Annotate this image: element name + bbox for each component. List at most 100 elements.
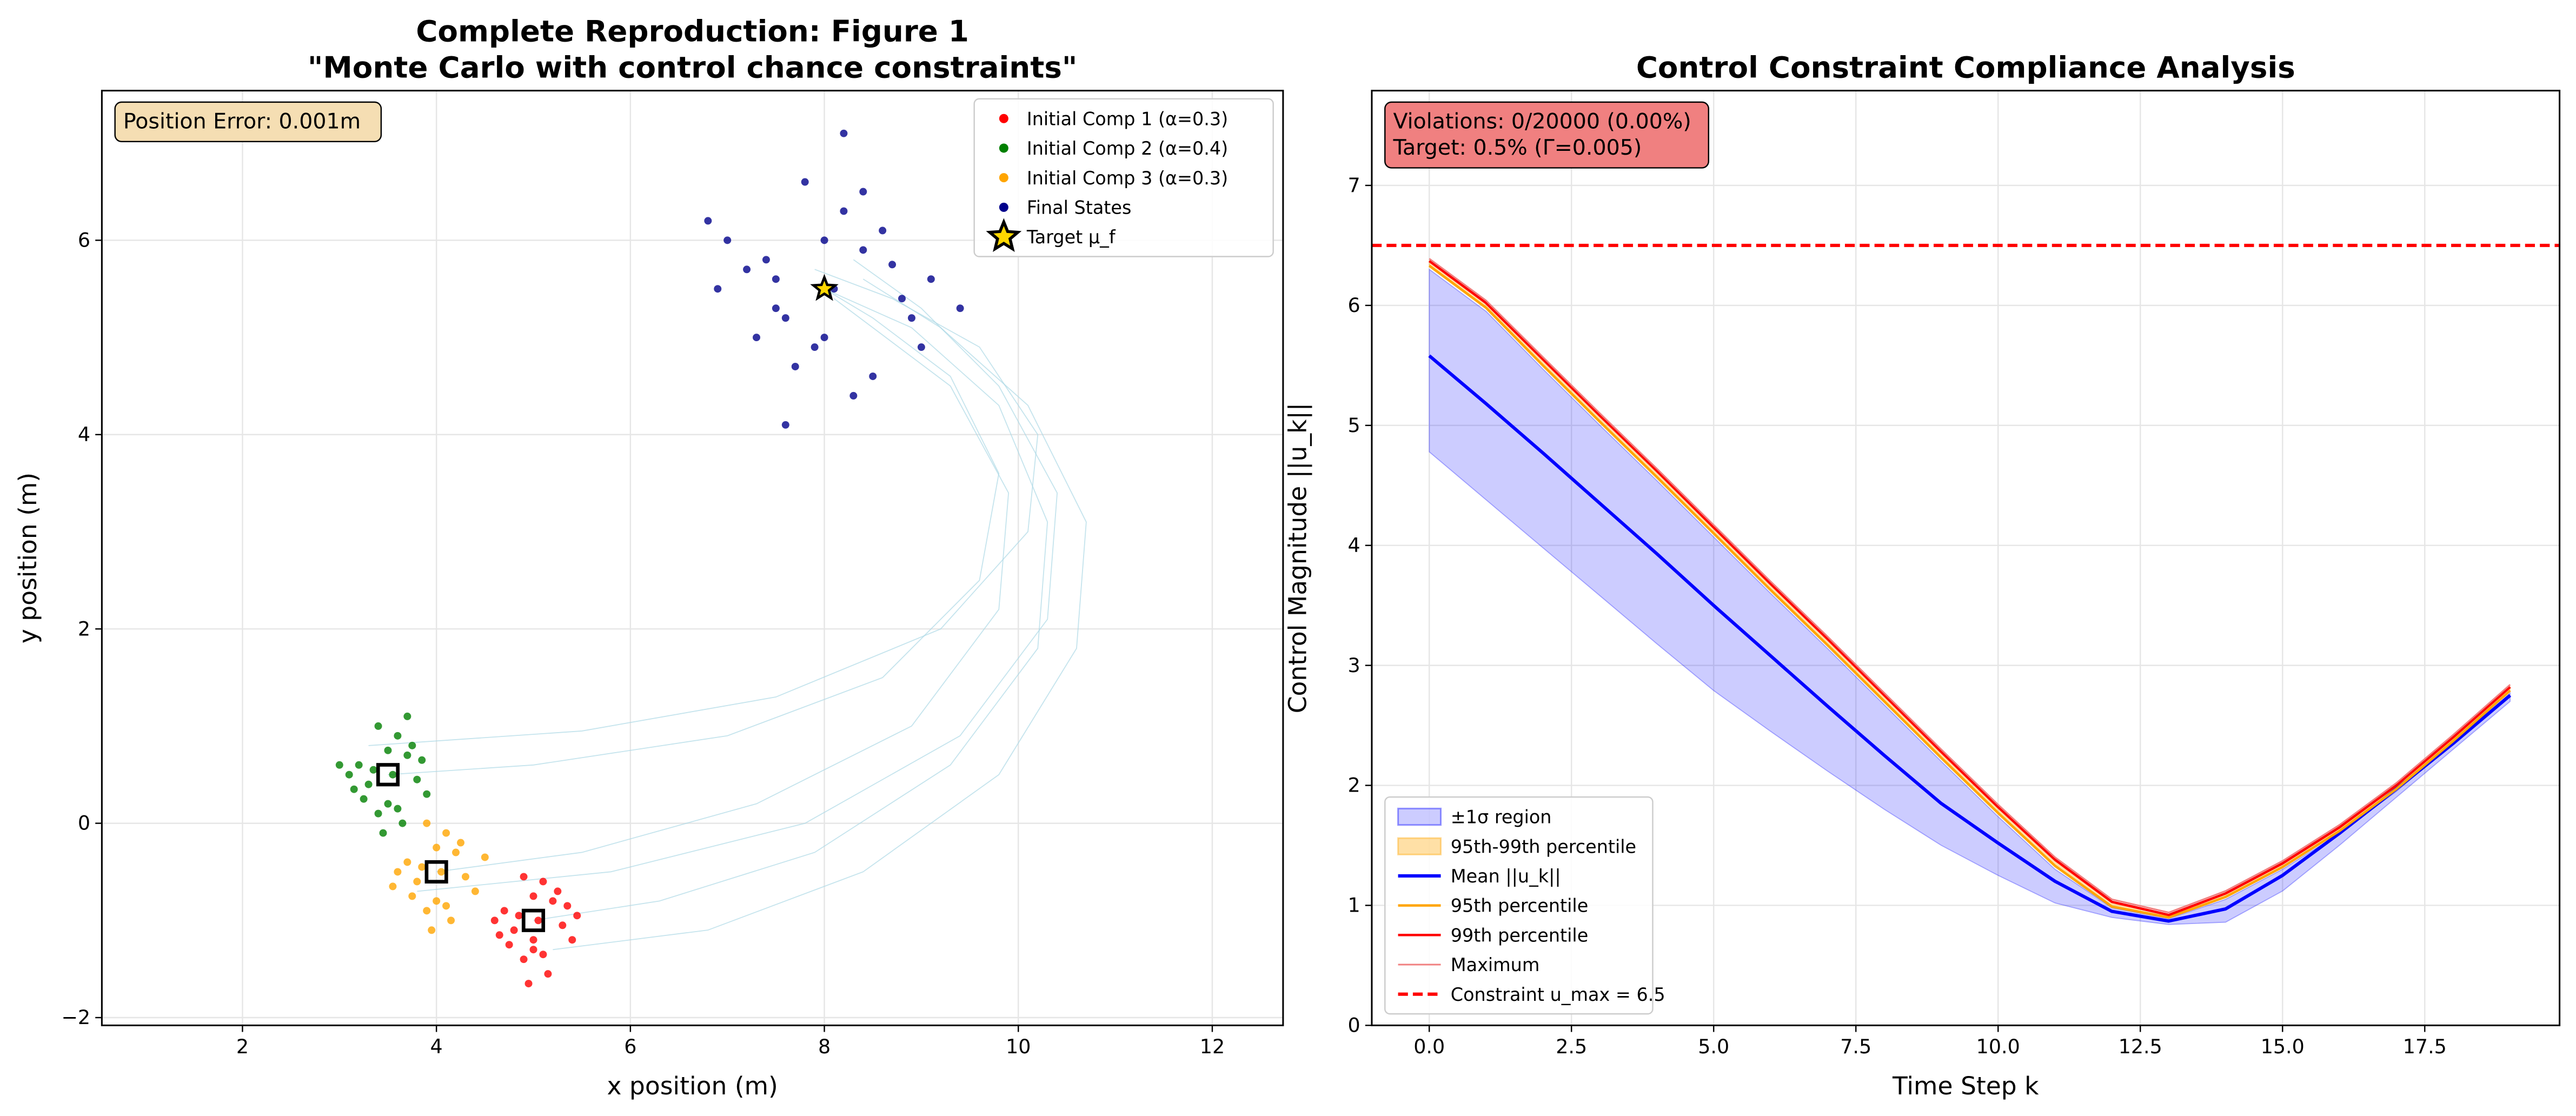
scatter-point (510, 926, 518, 934)
scatter-point (374, 809, 382, 818)
y-tick-label: 2 (1347, 774, 1360, 797)
trajectory (533, 288, 1048, 921)
series-line (1428, 354, 2512, 923)
legend-label: 99th percentile (1451, 925, 1588, 946)
scatter-point (428, 926, 436, 934)
y-axis-label: y position (m) (14, 473, 42, 643)
scatter-point (389, 882, 397, 891)
scatter-point (442, 829, 450, 837)
scatter-point (927, 275, 935, 283)
legend-marker (986, 218, 1022, 252)
scatter-point (907, 314, 915, 322)
scatter-point (433, 843, 441, 852)
scatter-point (879, 227, 887, 235)
scatter-point (723, 236, 732, 244)
series-line (1428, 264, 2511, 919)
scatter-point (539, 878, 547, 886)
scatter-point (374, 722, 382, 730)
chart-title: Control Constraint Compliance Analysis (1636, 50, 2295, 84)
scatter-point (413, 775, 421, 783)
x-axis-label: x position (m) (607, 1072, 778, 1100)
scatter-point (781, 421, 789, 429)
legend-marker (999, 202, 1008, 212)
y-tick-label: 4 (78, 423, 90, 446)
scatter-point (956, 304, 964, 313)
legend-label: Final States (1027, 197, 1131, 218)
legend-label: Constraint u_max = 6.5 (1451, 984, 1665, 1005)
scatter-point (456, 839, 464, 847)
scatter-point (840, 207, 848, 215)
chart-title: "Monte Carlo with control chance constra… (308, 50, 1078, 84)
scatter-point (563, 902, 572, 910)
scatter-point (379, 829, 387, 837)
scatter-point (437, 868, 446, 876)
x-tick-label: 8 (818, 1035, 831, 1058)
scatter-point (515, 912, 523, 920)
scatter-point (529, 892, 537, 900)
y-tick-label: 3 (1347, 654, 1360, 677)
scatter-point (704, 217, 712, 225)
scatter-point (888, 261, 897, 269)
x-tick-label: 4 (430, 1035, 443, 1058)
scatter-point (840, 129, 848, 137)
annotation-text: Position Error: 0.001m (123, 109, 361, 134)
scatter-point (781, 314, 789, 322)
scatter-point (520, 955, 528, 964)
scatter-point (820, 236, 828, 244)
scatter-point (791, 362, 799, 370)
scatter-point (534, 916, 542, 925)
scatter-point (559, 921, 567, 929)
scatter-point (423, 819, 431, 827)
scatter-point (423, 790, 431, 798)
series-line (1429, 258, 2511, 914)
scatter-point (384, 800, 392, 808)
scatter-point (403, 858, 411, 866)
x-tick-label: 17.5 (2403, 1035, 2447, 1058)
y-axis-label: Control Magnitude ||u_k|| (1283, 403, 1312, 713)
legend-label: Initial Comp 3 (α=0.3) (1027, 168, 1228, 189)
x-tick-label: 2.5 (1556, 1035, 1587, 1058)
scatter-point (525, 980, 533, 988)
scatter-point (917, 343, 925, 351)
scatter-point (859, 246, 867, 254)
x-tick-label: 7.5 (1840, 1035, 1871, 1058)
scatter-point (408, 741, 416, 749)
scatter-point (520, 873, 528, 881)
scatter-point (433, 897, 441, 905)
legend-box (1384, 796, 1654, 1015)
trajectory (436, 298, 1010, 873)
scatter-point (355, 761, 363, 769)
component-mean (521, 908, 546, 932)
y-tick-label: 6 (1347, 294, 1360, 317)
scatter-point (413, 878, 421, 886)
x-axis-label: Time Step k (1892, 1072, 2039, 1100)
legend-box (973, 98, 1274, 257)
scatter-point (394, 805, 402, 813)
scatter-point (490, 916, 499, 925)
legend-label: 95th-99th percentile (1451, 836, 1636, 857)
trajectory (417, 259, 1058, 892)
scatter-point (471, 887, 479, 895)
scatter-point (772, 275, 780, 283)
scatter-point (568, 936, 576, 944)
scatter-point (495, 931, 503, 939)
scatter-point (549, 897, 557, 905)
x-tick-label: 15.0 (2261, 1035, 2305, 1058)
scatter-point (505, 941, 513, 949)
component-mean (424, 860, 448, 884)
plot-frame (101, 90, 1284, 1026)
y-tick-label: 0 (78, 812, 90, 835)
scatter-point (418, 863, 426, 871)
series-line (1428, 260, 2511, 916)
component-mean (376, 763, 400, 787)
scatter-point (461, 873, 469, 881)
x-tick-label: 10.0 (1976, 1035, 2020, 1058)
legend-marker (999, 114, 1008, 123)
x-tick-label: 10 (1006, 1035, 1031, 1058)
legend-marker (1397, 837, 1442, 855)
legend-label: Initial Comp 1 (α=0.3) (1027, 108, 1228, 129)
x-tick-label: 2 (236, 1035, 249, 1058)
trajectory (553, 278, 1087, 951)
x-tick-label: 5.0 (1698, 1035, 1729, 1058)
target-star (810, 274, 839, 301)
